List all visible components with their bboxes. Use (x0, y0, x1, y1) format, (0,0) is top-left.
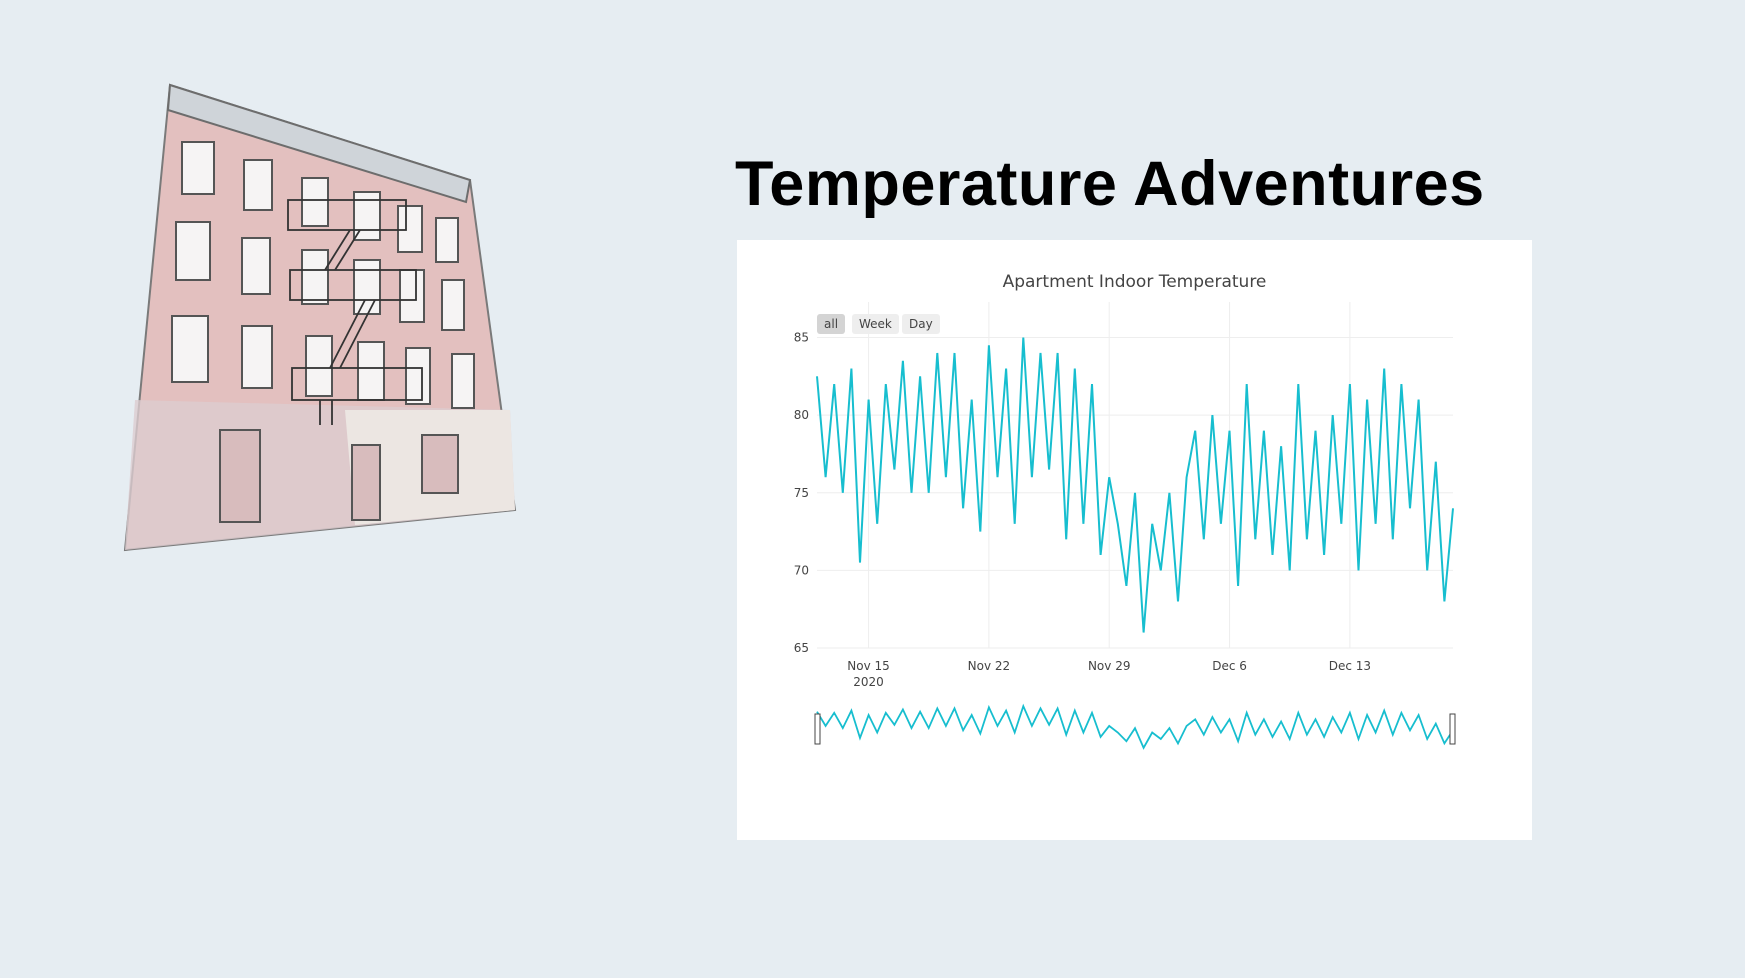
range-button-all[interactable]: all (817, 314, 846, 334)
range-button-week[interactable]: Week (852, 314, 899, 334)
y-axis: 65 70 75 80 85 (794, 331, 809, 655)
y-tick-label: 85 (794, 331, 809, 345)
range-slider-series-line (816, 703, 1454, 750)
y-tick-label: 75 (794, 486, 809, 500)
x-tick-label: Dec 6 (1212, 659, 1247, 673)
x-axis: Nov 15 2020 Nov 22 Nov 29 Dec 6 Dec 13 (847, 659, 1371, 689)
x-tick-label: Nov 22 (968, 659, 1011, 673)
range-slider-left-handle[interactable] (814, 713, 821, 745)
range-slider[interactable] (814, 703, 1456, 750)
x-tick-label: Nov 29 (1088, 659, 1131, 673)
x-tick-label: Nov 15 (847, 659, 890, 673)
temperature-series-line (816, 337, 1454, 633)
range-button-day[interactable]: Day (902, 314, 940, 334)
y-tick-label: 65 (794, 641, 809, 655)
y-tick-label: 80 (794, 408, 809, 422)
range-slider-right-handle[interactable] (1449, 713, 1456, 745)
x-tick-sublabel: 2020 (853, 675, 884, 689)
apartment-building-icon (123, 83, 517, 552)
chart-plot[interactable]: 65 70 75 80 85 Nov 15 2020 Nov 22 Nov 29 Dec 6 De… (737, 240, 1532, 840)
chart-title: Apartment Indoor Temperature (1002, 272, 1267, 292)
x-tick-label: Dec 13 (1329, 659, 1371, 673)
page-title: Temperature Adventures (735, 149, 1485, 219)
y-tick-label: 70 (794, 563, 809, 577)
chart-card: 65 70 75 80 85 Nov 15 2020 Nov 22 Nov 29 Dec 6 De… (737, 240, 1532, 840)
